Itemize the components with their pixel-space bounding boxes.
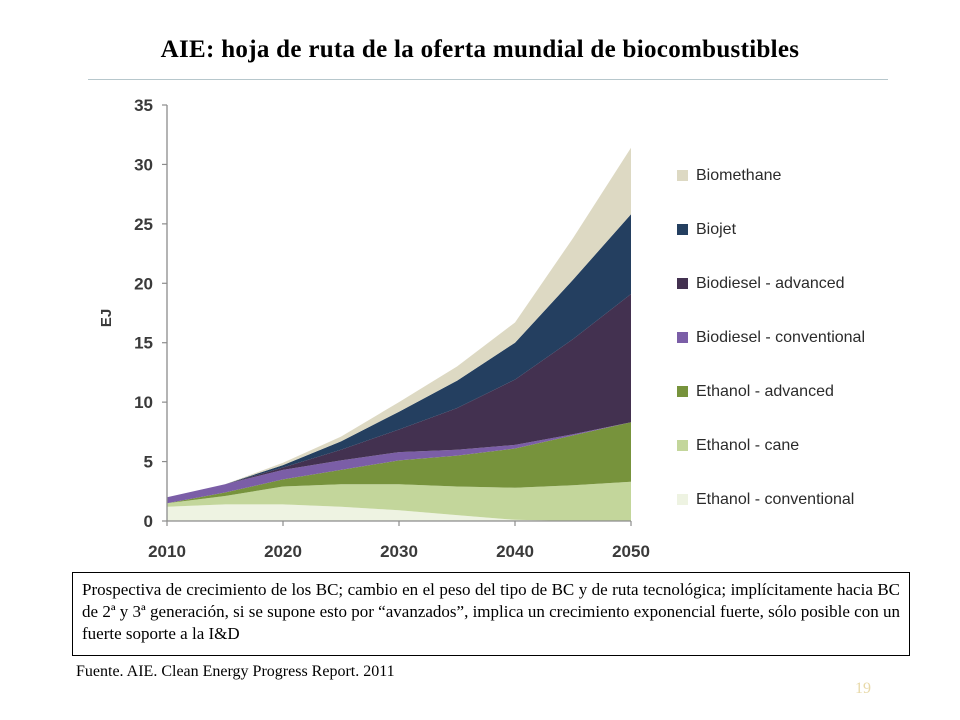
legend-label-biojet: Biojet	[696, 221, 737, 238]
area-ethanol-cane	[167, 481, 631, 521]
source-citation: Fuente. AIE. Clean Energy Progress Repor…	[76, 663, 395, 680]
y-tick-label: 5	[144, 453, 153, 472]
legend-label-ethanol-advanced: Ethanol - advanced	[696, 383, 834, 400]
legend-swatch-ethanol-cane	[677, 440, 688, 451]
legend-label-biomethane: Biomethane	[696, 167, 781, 184]
area-ethanol-advanced	[167, 422, 631, 504]
legend-label-ethanol-cane: Ethanol - cane	[696, 437, 799, 454]
x-tick-label: 2040	[496, 542, 534, 561]
area-biojet	[167, 214, 631, 498]
x-tick-label: 2050	[612, 542, 650, 561]
y-tick-label: 30	[134, 155, 153, 174]
legend-label-biodiesel-conventional: Biodiesel - conventional	[696, 329, 865, 346]
title-divider	[88, 79, 888, 80]
x-tick-label: 2030	[380, 542, 418, 561]
biofuel-area-chart: 0 5 10 15 20 25 30 35 2010 2020 2030 2040 2050 EJ Biom…	[98, 96, 865, 561]
legend-swatch-biomethane	[677, 170, 688, 181]
y-tick-label: 35	[134, 96, 153, 115]
page-number: 19	[855, 680, 871, 697]
area-ethanol-conventional	[167, 504, 631, 521]
y-tick-label: 0	[144, 512, 153, 531]
x-tick-label: 2020	[264, 542, 302, 561]
y-axis-label: EJ	[98, 309, 115, 327]
legend-swatch-ethanol-advanced	[677, 386, 688, 397]
area-biodiesel-advanced	[167, 294, 631, 498]
legend-label-biodiesel-advanced: Biodiesel - advanced	[696, 275, 845, 292]
y-tick-label: 25	[134, 215, 153, 234]
legend-label-ethanol-conventional: Ethanol - conventional	[696, 491, 854, 508]
slide-title: AIE: hoja de ruta de la oferta mundial d…	[160, 36, 800, 63]
y-tick-label: 15	[134, 334, 153, 353]
legend-swatch-ethanol-conventional	[677, 494, 688, 505]
x-tick-label: 2010	[148, 542, 186, 561]
legend-swatch-biojet	[677, 224, 688, 235]
commentary-box: Prospectiva de crecimiento de los BC; ca…	[72, 572, 910, 656]
legend-swatch-biodiesel-conventional	[677, 332, 688, 343]
y-tick-label: 10	[134, 393, 153, 412]
y-tick-label: 20	[134, 274, 153, 293]
legend-swatch-biodiesel-advanced	[677, 278, 688, 289]
